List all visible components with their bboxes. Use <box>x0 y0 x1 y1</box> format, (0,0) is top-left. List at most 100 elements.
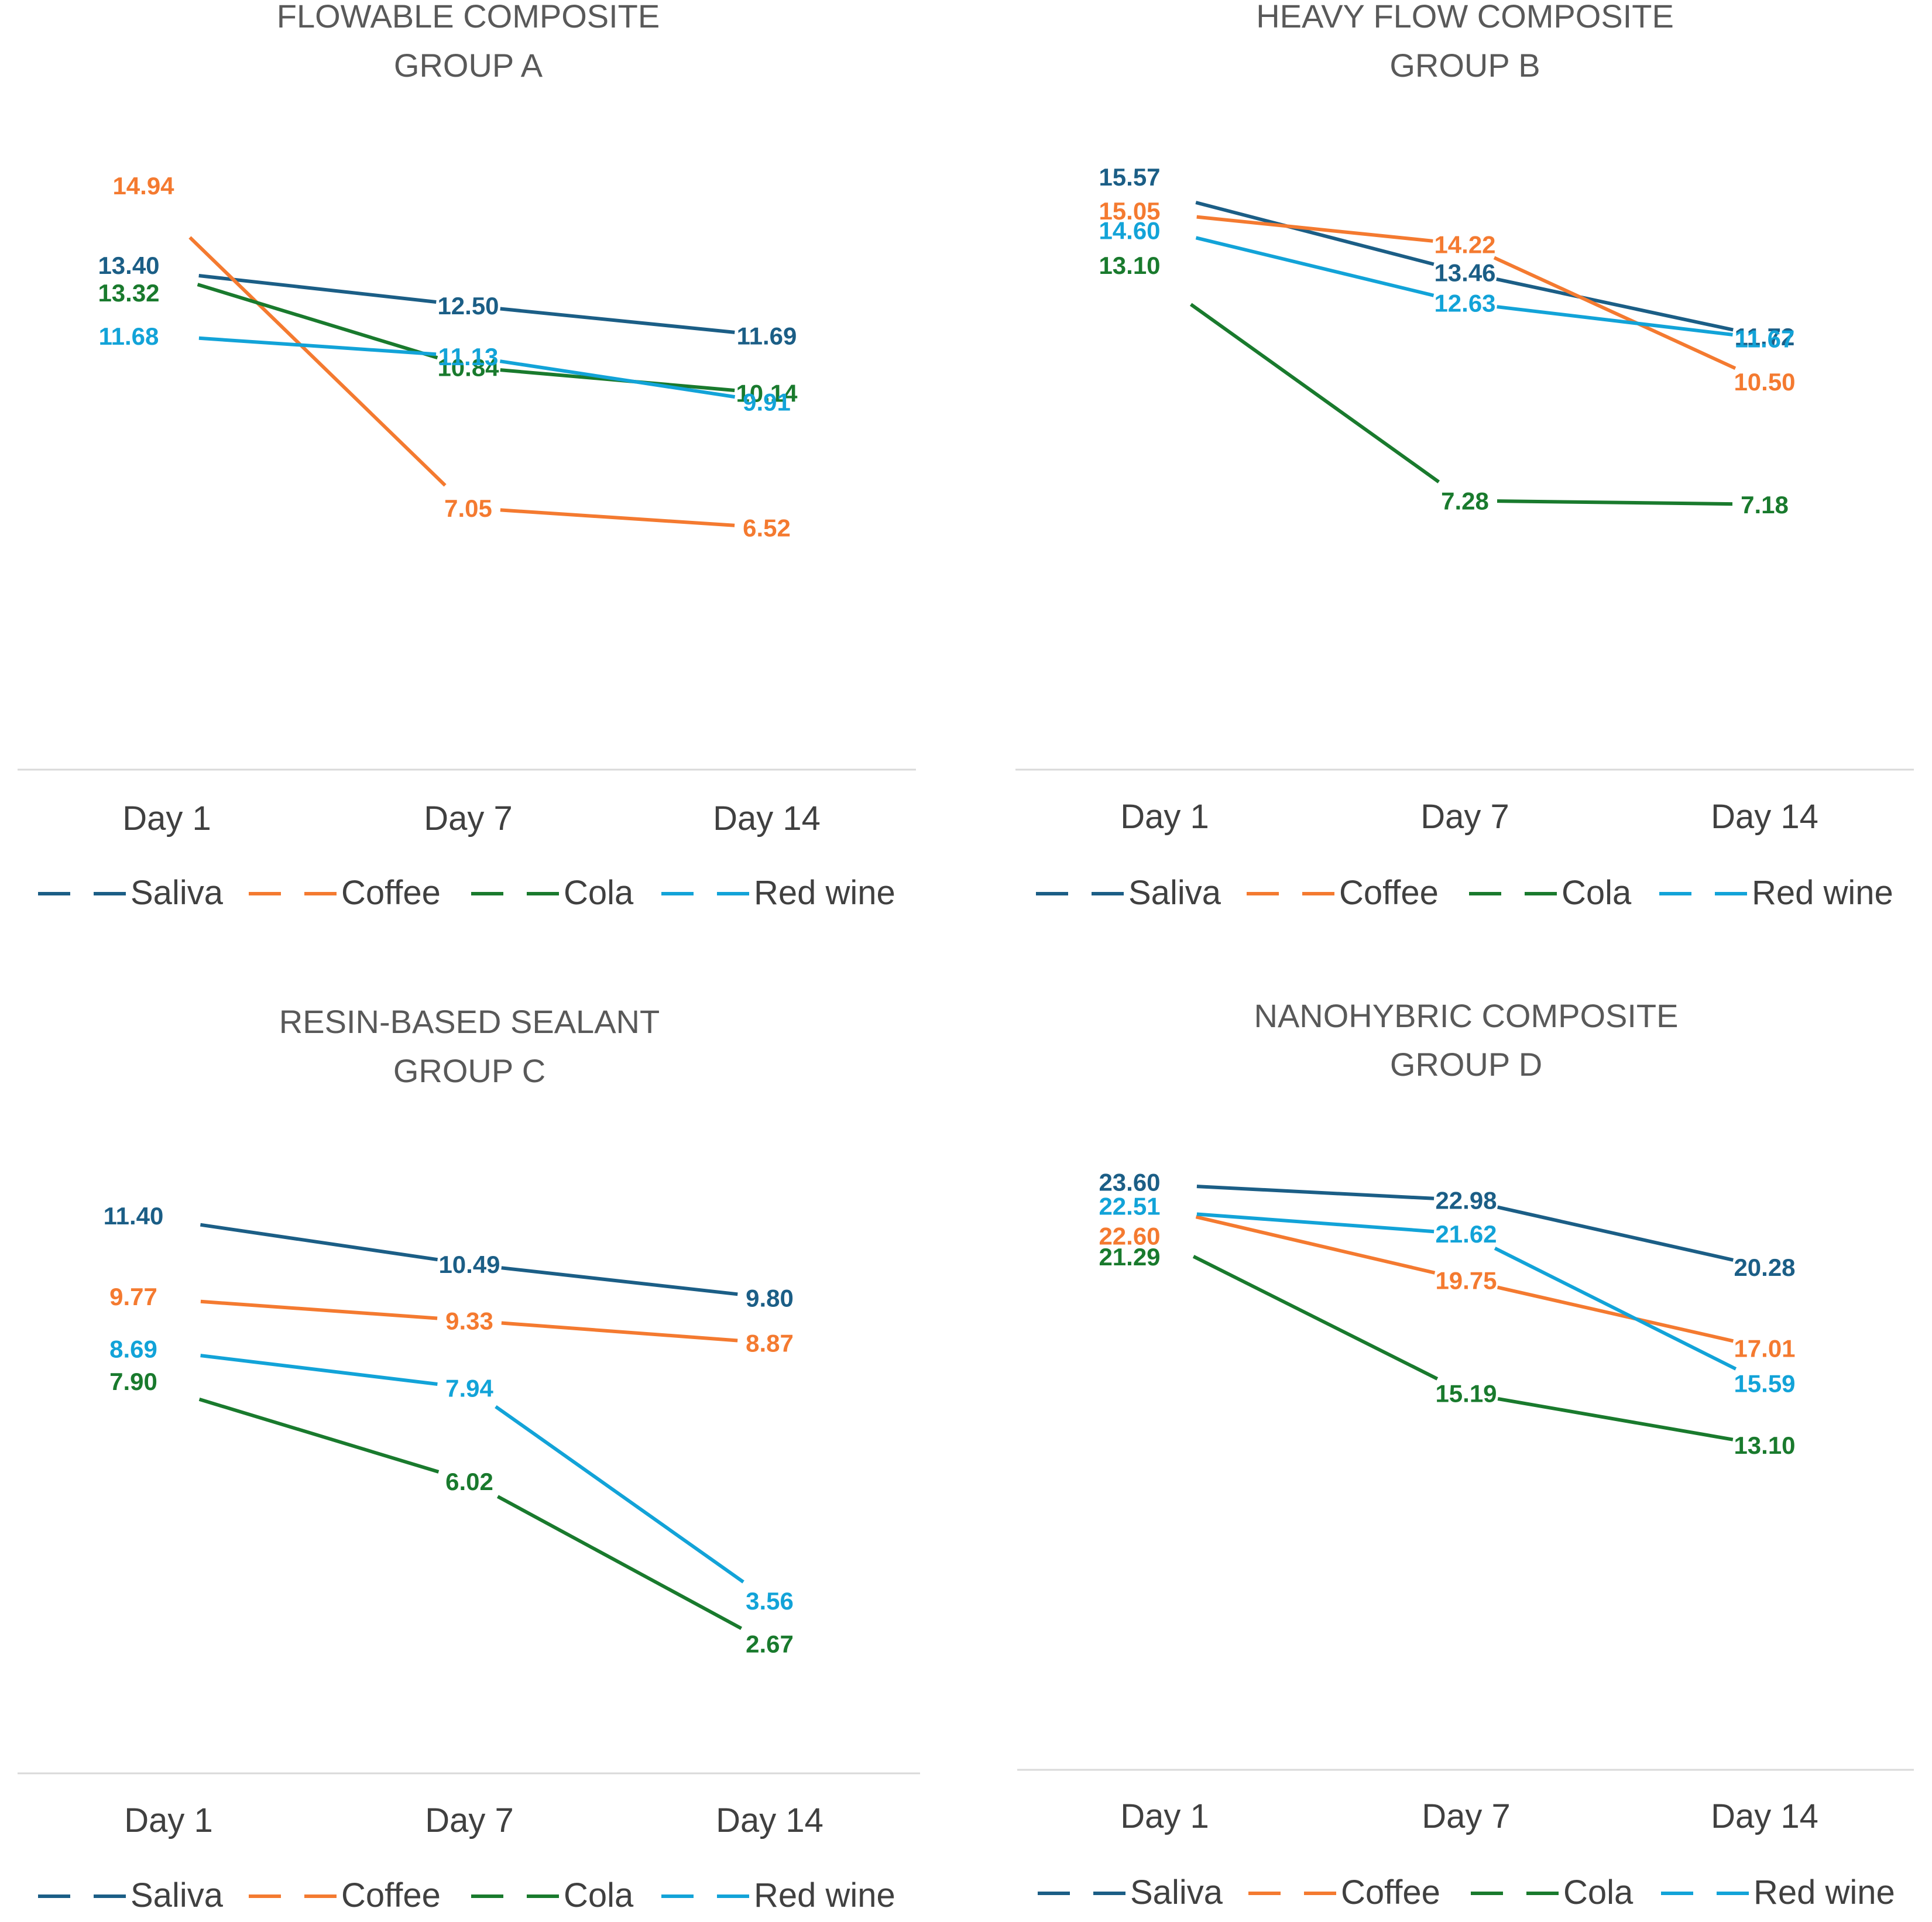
x-tick-label: Day 1 <box>122 799 211 838</box>
series-line-segment <box>1195 236 1435 297</box>
series-line-segment <box>1196 1212 1435 1234</box>
series-line-segment <box>200 1354 438 1386</box>
data-label: 13.46 <box>1434 259 1495 286</box>
chart-panel-1: FLOWABLE COMPOSITE GROUP A Day 1 Day 7 Day 1… <box>18 0 916 912</box>
series-line-segment <box>1189 303 1440 483</box>
data-label: 7.94 <box>445 1375 493 1402</box>
chart-panel-3: RESIN-BASED SEALANT GROUP C Day 1 Day 7 Day … <box>18 1003 920 1914</box>
data-label: 6.52 <box>743 514 791 541</box>
series-line-segment <box>1497 1397 1734 1442</box>
legend-item: Saliva <box>38 1876 224 1914</box>
data-label: 14.60 <box>1099 217 1160 244</box>
data-label: 11.67 <box>1735 325 1795 352</box>
data-label: 10.84 <box>437 353 499 381</box>
data-label: 14.22 <box>1434 231 1495 258</box>
data-label: 11.72 <box>1735 323 1795 351</box>
chart-title-line: GROUP A <box>394 47 543 84</box>
legend: Saliva Coffee Cola Red wine <box>38 874 895 912</box>
legend-item: Red wine <box>1661 1873 1895 1911</box>
data-label: 13.32 <box>98 279 159 307</box>
legend-label: Red wine <box>754 874 895 912</box>
legend-item: Coffee <box>249 874 441 912</box>
series-line-segment <box>198 274 437 304</box>
legend-item: Red wine <box>1659 874 1893 912</box>
data-label: 10.14 <box>736 380 798 407</box>
x-tick-label: Day 7 <box>1422 1797 1511 1835</box>
series-line-segment <box>1497 1205 1734 1262</box>
series-line-segment <box>1497 499 1733 506</box>
x-tick-label: Day 14 <box>716 1801 823 1839</box>
legend-item: Red wine <box>661 874 895 912</box>
legend-label: Coffee <box>341 1876 441 1914</box>
legend-item: Cola <box>1469 874 1632 912</box>
chart-title-line: FLOWABLE COMPOSITE <box>277 0 660 35</box>
data-label: 7.05 <box>444 495 492 522</box>
chart-title-line: GROUP B <box>1389 47 1540 84</box>
series-line-segment <box>198 1398 440 1474</box>
legend: Saliva Coffee Cola Red wine <box>1036 874 1893 912</box>
data-label: 12.63 <box>1434 290 1495 317</box>
legend-label: Cola <box>1562 874 1632 912</box>
data-label: 7.18 <box>1741 491 1789 519</box>
x-tick-label: Day 1 <box>1120 1797 1209 1835</box>
data-label: 15.57 <box>1099 163 1160 191</box>
series-line-segment <box>1494 1247 1737 1371</box>
data-label: 19.75 <box>1435 1267 1497 1294</box>
data-label: 2.67 <box>746 1631 794 1658</box>
series-line-segment <box>1192 1255 1439 1381</box>
series-line-segment <box>499 359 736 399</box>
data-label: 17.01 <box>1734 1335 1795 1362</box>
data-label: 22.98 <box>1435 1187 1497 1214</box>
data-label: 15.59 <box>1734 1370 1795 1398</box>
legend-item: Red wine <box>661 1876 895 1914</box>
legend-label: Saliva <box>1128 874 1221 912</box>
legend: Saliva Coffee Cola Red wine <box>38 1876 895 1914</box>
legend-label: Saliva <box>131 1876 224 1914</box>
series-line-segment <box>1195 1215 1436 1275</box>
data-label: 15.05 <box>1099 197 1160 225</box>
series-line-segment <box>200 1299 438 1320</box>
chart-title-line: HEAVY FLOW COMPOSITE <box>1256 0 1674 35</box>
series-line-segment <box>1497 1285 1734 1343</box>
series-line-segment <box>1497 305 1733 337</box>
x-tick-label: Day 1 <box>1120 798 1209 836</box>
series-line-segment <box>501 1266 738 1296</box>
data-label: 10.49 <box>438 1251 500 1278</box>
data-label: 21.29 <box>1099 1243 1160 1271</box>
data-label: 23.60 <box>1099 1168 1160 1196</box>
data-label: 13.40 <box>98 252 159 279</box>
legend-label: Saliva <box>131 874 224 912</box>
data-label: 9.80 <box>746 1284 794 1312</box>
x-tick-label: Day 14 <box>1711 1797 1818 1835</box>
series-line-segment <box>1196 1185 1435 1200</box>
data-label: 11.13 <box>438 343 499 370</box>
legend-item: Saliva <box>1036 874 1221 912</box>
x-tick-label: Day 7 <box>1420 798 1509 836</box>
data-label: 9.33 <box>445 1307 493 1334</box>
data-label: 7.90 <box>109 1368 157 1395</box>
series-line-segment <box>1196 215 1433 243</box>
data-label: 13.10 <box>1099 252 1160 279</box>
series-line-segment <box>1496 277 1734 332</box>
legend-item: Coffee <box>1247 874 1439 912</box>
data-label: 8.69 <box>109 1336 157 1363</box>
legend-label: Coffee <box>341 874 441 912</box>
data-label: 10.50 <box>1734 368 1795 396</box>
series-line-segment <box>500 307 735 334</box>
legend-item: Coffee <box>1248 1873 1440 1911</box>
chart-panel-2: HEAVY FLOW COMPOSITE GROUP B Day 1 Day 7 Day… <box>1015 0 1914 912</box>
series-line-segment <box>501 1321 738 1343</box>
series-line-segment <box>200 1223 438 1262</box>
data-label: 8.87 <box>746 1330 794 1357</box>
legend-label: Red wine <box>1753 1873 1895 1911</box>
x-tick-label: Day 14 <box>713 799 821 838</box>
legend-label: Cola <box>564 1876 634 1914</box>
data-label: 13.10 <box>1734 1432 1795 1459</box>
data-label: 12.50 <box>437 292 499 320</box>
legend-label: Saliva <box>1130 1873 1223 1911</box>
data-label: 11.40 <box>104 1202 164 1230</box>
legend-item: Cola <box>1471 1873 1634 1911</box>
chart-title-line: GROUP C <box>393 1052 545 1089</box>
x-tick-label: Day 7 <box>424 799 513 838</box>
